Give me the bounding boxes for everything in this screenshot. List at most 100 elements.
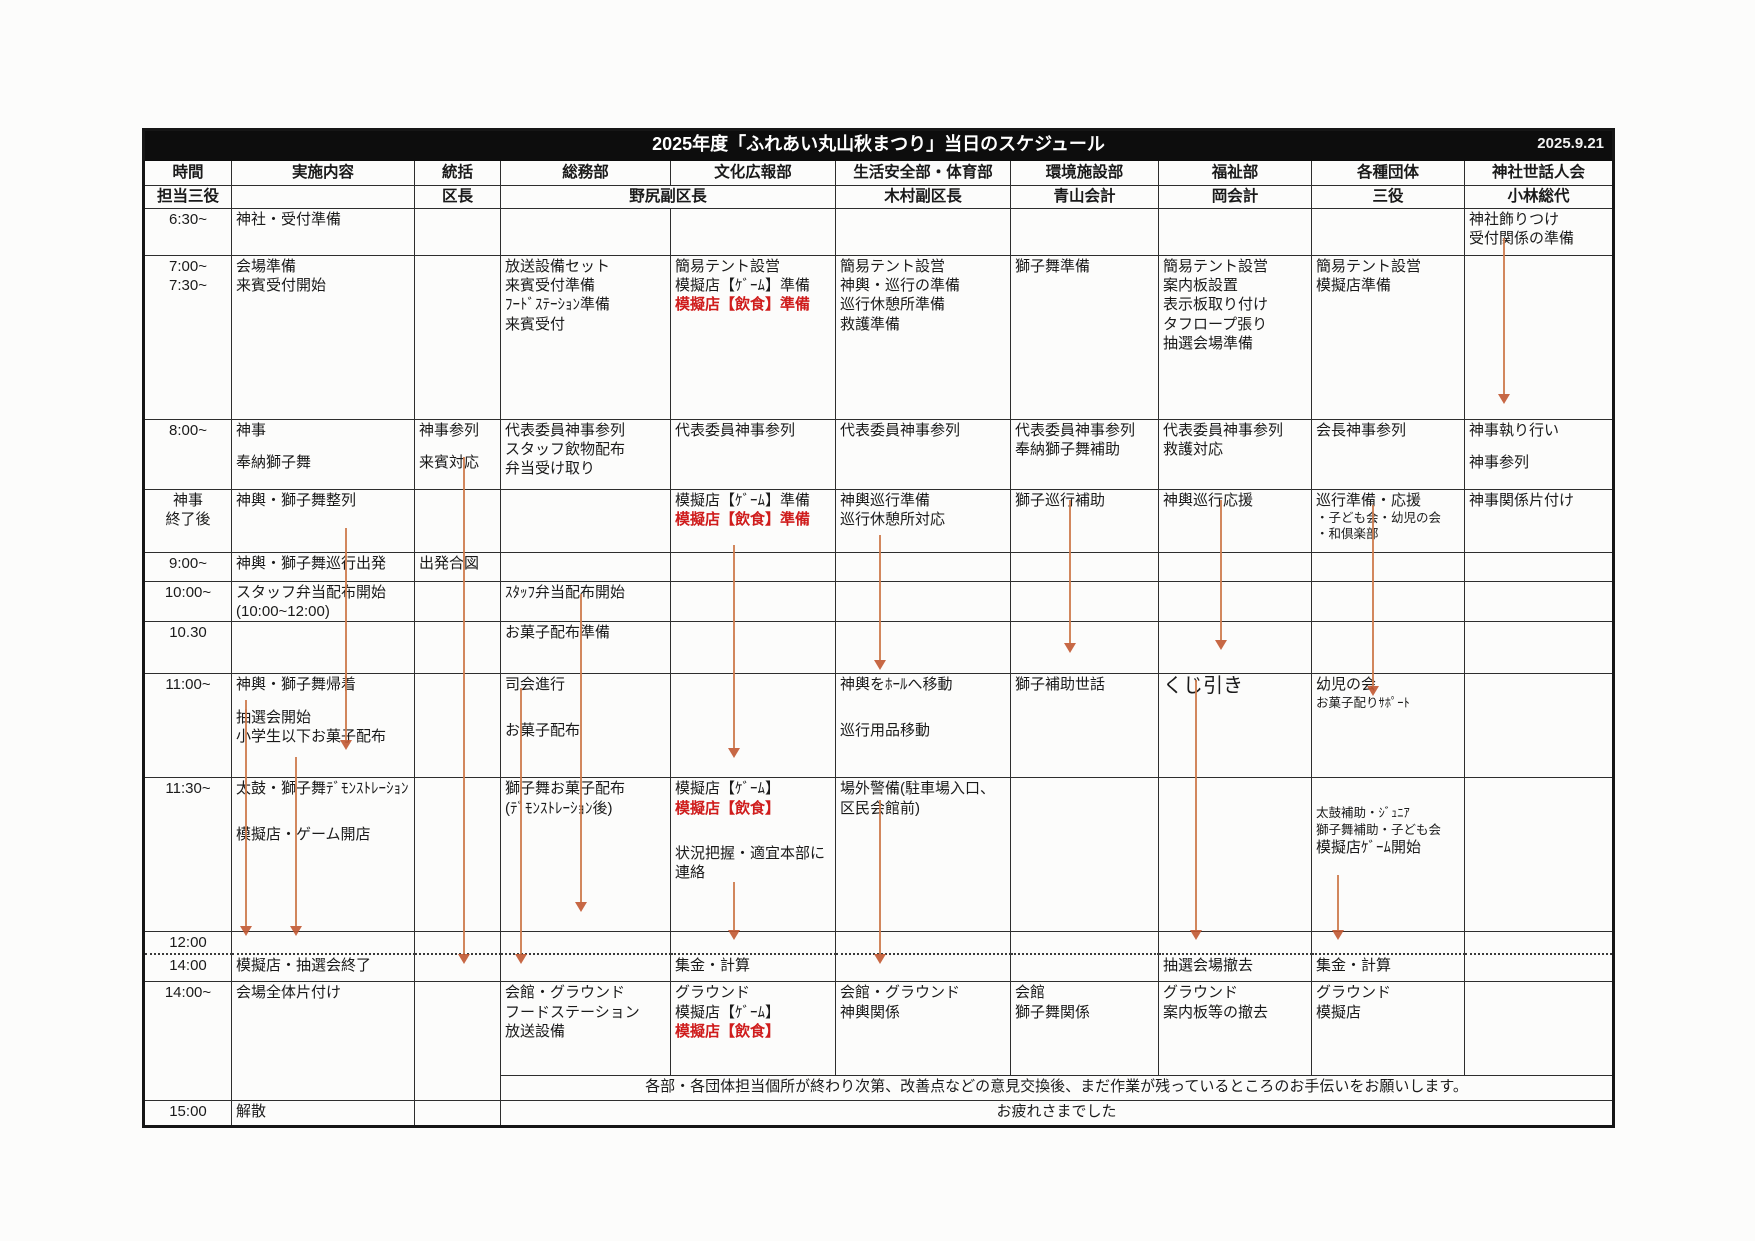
cell-r1200-time: 12:00 bbox=[143, 931, 232, 955]
cell-r0700-tokatsu bbox=[414, 255, 501, 420]
schedule-entry: (10:00~12:00) bbox=[236, 603, 330, 621]
schedule-entry: 神輿巡行準備 bbox=[840, 492, 931, 509]
schedule-entry: 太鼓補助・ｼﾞｭﾆｱ bbox=[1316, 806, 1410, 821]
schedule-entry: 神事 bbox=[236, 422, 267, 439]
cell-r0630-somu bbox=[500, 208, 671, 256]
schedule-entry: 代表委員神事参列 bbox=[840, 422, 961, 439]
schedule-entry: 来賓受付準備 bbox=[505, 277, 596, 295]
schedule-entry: 7:30~ bbox=[169, 277, 207, 295]
schedule-entry: 会長神事参列 bbox=[1316, 422, 1407, 439]
schedule-entry: 7:00~ bbox=[169, 258, 207, 275]
schedule-entry: 代表委員神事参列 bbox=[675, 422, 796, 439]
schedule-entry: 場外警備(駐車場入口、区民会館前) bbox=[840, 780, 995, 817]
schedule-entry: 神輿・巡行の準備 bbox=[840, 277, 961, 295]
schedule-entry: 神輿をﾎｰﾙへ移動 bbox=[840, 676, 953, 694]
cell-r1100-kankyo: 獅子補助世話 bbox=[1010, 673, 1159, 779]
cell-r1130-kankyo bbox=[1010, 777, 1159, 933]
schedule-entry: 集金・計算 bbox=[675, 956, 751, 974]
cell-r1200-content bbox=[231, 931, 415, 955]
cell-rshinji-dantai: 巡行準備・応援 ・子ども会・幼児の会 ・和倶楽部 bbox=[1311, 489, 1465, 553]
spacer bbox=[1469, 440, 1608, 453]
schedule-entry: 案内板設置 bbox=[1163, 277, 1239, 295]
cell-r0700-bunka: 簡易テント設営 模擬店【ｹﾞｰﾑ】準備 模擬店【飲食】準備 bbox=[670, 255, 836, 420]
column-header-row: 時間 実施内容 統括 総務部 文化広報部 生活安全部・体育部 環境施設部 福祉部 各種団体 神社世… bbox=[143, 160, 1615, 186]
column-header-jinja: 神社世話人会 bbox=[1463, 160, 1615, 186]
cell-r0630-fukushi bbox=[1158, 208, 1312, 256]
cell-r1100-time: 11:00~ bbox=[143, 673, 232, 779]
cell-r1500-content: 解散 bbox=[231, 1100, 415, 1128]
schedule-entry: 獅子舞準備 bbox=[1015, 258, 1091, 275]
schedule-entry: 神輿・獅子舞帰着 bbox=[236, 676, 357, 694]
schedule-entry: 巡行休憩所準備 bbox=[840, 296, 946, 314]
schedule-entry: 模擬店・ゲーム開店 bbox=[236, 825, 371, 843]
role-jinja: 小林総代 bbox=[1463, 185, 1615, 209]
cell-r1000-bunka bbox=[670, 580, 836, 623]
schedule-entry: ｽﾀｯﾌ弁当配布開始 bbox=[505, 584, 626, 601]
cell-r0630-kankyo bbox=[1010, 208, 1159, 256]
cell-r1130-tokatsu bbox=[414, 777, 501, 933]
schedule-entry: くじ引き bbox=[1163, 675, 1243, 698]
row-r1030: 10.30 お菓子配布準備 bbox=[143, 621, 1615, 675]
schedule-entry: 代表委員神事参列 bbox=[1163, 422, 1284, 439]
schedule-entry: 巡行用品移動 bbox=[840, 721, 931, 739]
cell-r1100-tokatsu bbox=[414, 673, 501, 779]
page-title: 2025年度「ふれあい丸山秋まつり」当日のスケジュール bbox=[652, 134, 1105, 154]
schedule-entry: 放送設備 bbox=[505, 1022, 566, 1040]
schedule-entry: 模擬店【ｹﾞｰﾑ】 bbox=[675, 1003, 781, 1021]
cell-r0630-dantai bbox=[1311, 208, 1465, 256]
cell-r1030-content bbox=[231, 621, 415, 675]
schedule-entry: 模擬店ｹﾞｰﾑ開始 bbox=[1316, 838, 1422, 856]
spacer bbox=[675, 831, 831, 844]
schedule-entry: 会場全体片付け bbox=[236, 984, 342, 1002]
schedule-entry: 模擬店【飲食】準備 bbox=[675, 511, 811, 529]
schedule-entry: 巡行休憩所対応 bbox=[840, 511, 946, 529]
schedule-entry: 模擬店【飲食】 bbox=[675, 799, 781, 817]
cell-r1400b-kankyo: 会館 獅子舞関係 bbox=[1010, 981, 1159, 1077]
schedule-entry: 出発合図 bbox=[419, 555, 480, 572]
cell-r1400b-tokatsu bbox=[414, 981, 501, 1102]
cell-r0900-kankyo bbox=[1010, 552, 1159, 582]
cell-rshinji-tokatsu bbox=[414, 489, 501, 553]
schedule-entry: 神社・受付準備 bbox=[236, 211, 342, 228]
schedule-entry: 解散 bbox=[236, 1103, 267, 1121]
schedule-entry: 救護対応 bbox=[1163, 441, 1224, 459]
cell-r1400b-jinja bbox=[1463, 981, 1615, 1077]
row-rnote: 各部・各団体担当個所が終わり次第、改善点などの意見交換後、まだ作業が残っていると… bbox=[144, 1075, 1615, 1102]
schedule-entry: 14:00~ bbox=[164, 984, 212, 1002]
cell-r1200-seikatsu bbox=[835, 931, 1011, 955]
cell-r1030-tokatsu bbox=[414, 621, 501, 675]
schedule-entry: 14:00 bbox=[169, 956, 207, 974]
schedule-entry: 巡行準備・応援 bbox=[1316, 492, 1422, 509]
schedule-entry: 10:00~ bbox=[164, 584, 212, 601]
schedule-entry: 神事参列 bbox=[419, 422, 480, 439]
schedule-entry: 獅子舞お菓子配布 bbox=[505, 780, 626, 798]
cell-r1200-tokatsu bbox=[414, 931, 501, 955]
cell-r1000-content: スタッフ弁当配布開始 (10:00~12:00) bbox=[231, 580, 415, 623]
role-dantai: 三役 bbox=[1311, 185, 1465, 209]
row-r1400: 14:00 模擬店・抽選会終了 集金・計算 抽選会場撤去 集金・計算 bbox=[143, 953, 1615, 983]
schedule-entry: 代表委員神事参列 bbox=[505, 422, 626, 439]
spacer bbox=[236, 440, 410, 453]
spacer bbox=[236, 799, 410, 812]
schedule-entry: 簡易テント設営 bbox=[840, 258, 946, 275]
cell-r1130-jinja bbox=[1463, 777, 1615, 933]
cell-r0630-time: 6:30~ bbox=[143, 208, 232, 256]
schedule-table-container: 2025年度「ふれあい丸山秋まつり」当日のスケジュール 2025.9.21 時間 実施… bbox=[142, 128, 1616, 1129]
cell-r1030-somu: お菓子配布準備 bbox=[500, 621, 671, 675]
title-row: 2025年度「ふれあい丸山秋まつり」当日のスケジュール 2025.9.21 bbox=[142, 129, 1615, 161]
cell-r1400-kankyo bbox=[1010, 953, 1159, 983]
cell-r1200-bunka bbox=[670, 931, 836, 955]
schedule-entry: 簡易テント設営 bbox=[1316, 258, 1422, 275]
spacer bbox=[419, 440, 496, 453]
schedule-entry: 集金・計算 bbox=[1316, 956, 1392, 974]
cell-r1000-somu: ｽﾀｯﾌ弁当配布開始 bbox=[500, 580, 671, 623]
schedule-entry: 模擬店【飲食】準備 bbox=[675, 296, 811, 314]
cell-r0900-tokatsu: 出発合図 bbox=[414, 552, 501, 582]
spacer bbox=[505, 695, 666, 708]
role-fukushi: 岡会計 bbox=[1158, 185, 1312, 209]
column-header-time: 時間 bbox=[143, 160, 232, 186]
schedule-entry: 獅子舞関係 bbox=[1015, 1003, 1091, 1021]
cell-r0800-somu: 代表委員神事参列 スタッフ飲物配布 弁当受け取り bbox=[500, 419, 671, 490]
cell-r0630-jinja: 神社飾りつけ 受付関係の準備 bbox=[1463, 208, 1615, 256]
cell-r0700-dantai: 簡易テント設営 模擬店準備 bbox=[1311, 255, 1465, 420]
